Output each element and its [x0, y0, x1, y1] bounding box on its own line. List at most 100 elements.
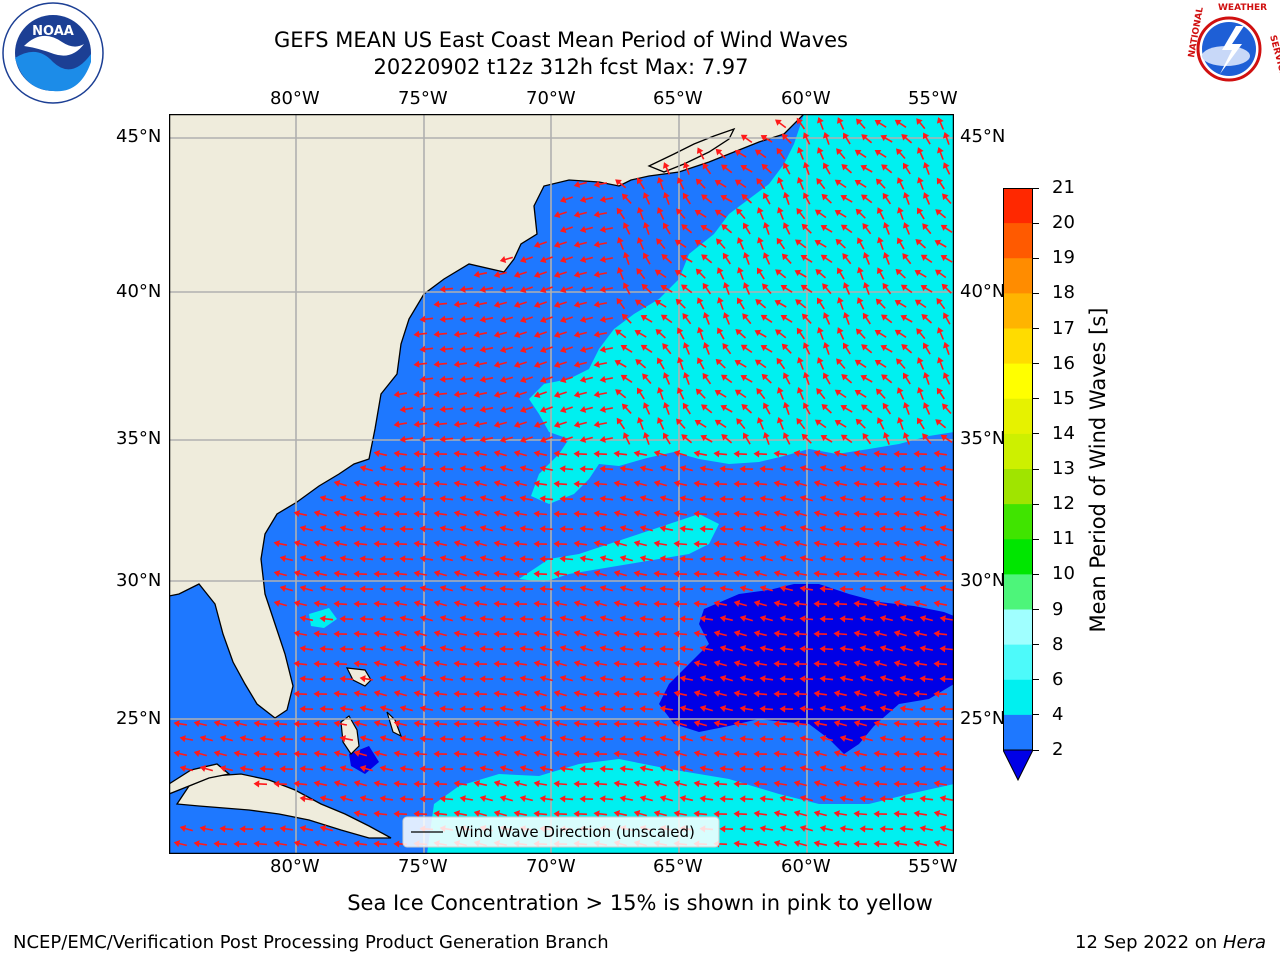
wind-wave-arrow: [860, 164, 873, 173]
wind-wave-arrow: [819, 645, 834, 653]
wind-wave-arrow: [533, 690, 548, 698]
wind-wave-arrow: [499, 555, 514, 563]
wind-wave-arrow: [919, 705, 934, 713]
wind-wave-arrow: [799, 615, 814, 623]
colorbar-tick-label: 9: [1052, 598, 1064, 620]
wind-wave-arrow: [833, 660, 848, 668]
wind-wave-arrow: [413, 480, 428, 488]
wind-wave-arrow: [702, 341, 710, 355]
wind-wave-arrow: [299, 554, 314, 562]
wind-wave-arrow: [433, 480, 448, 488]
wind-wave-arrow: [899, 705, 914, 713]
wind-wave-arrow: [722, 252, 731, 265]
wind-wave-arrow: [273, 540, 288, 548]
wind-wave-arrow: [793, 630, 808, 638]
wind-wave-arrow: [859, 735, 874, 743]
wind-wave-arrow: [694, 419, 707, 428]
wind-wave-arrow: [799, 645, 814, 653]
wind-wave-arrow: [453, 480, 468, 488]
wind-wave-arrow: [559, 735, 574, 743]
colorbar-swatches: [1002, 188, 1034, 782]
wind-wave-arrow: [593, 420, 608, 428]
wind-wave-arrow: [873, 450, 888, 458]
wind-wave-arrow: [759, 495, 774, 503]
wind-wave-arrow: [359, 525, 374, 533]
wind-wave-arrow: [734, 389, 747, 399]
wind-wave-arrow: [779, 765, 794, 773]
wind-wave-arrow: [642, 373, 652, 385]
wind-wave-arrow: [359, 465, 374, 473]
wind-wave-arrow: [439, 705, 454, 713]
map-canvas: Wind Wave Direction (unscaled): [168, 113, 955, 855]
wind-wave-arrow: [413, 690, 428, 698]
wind-wave-arrow: [539, 555, 554, 563]
colorbar-tick-label: 18: [1052, 282, 1075, 304]
wind-wave-arrow: [754, 329, 767, 338]
wind-wave-arrow: [633, 509, 648, 517]
colorbar-swatch: [1003, 188, 1033, 224]
wind-wave-arrow: [880, 134, 893, 143]
wind-wave-arrow: [479, 735, 494, 743]
wind-wave-arrow: [899, 765, 914, 773]
wind-wave-arrow: [679, 585, 694, 593]
wind-wave-arrow: [939, 525, 954, 533]
wind-wave-arrow: [862, 251, 871, 265]
lat-label-left-35n: 35°N: [116, 428, 162, 449]
wind-wave-arrow: [882, 282, 892, 295]
wind-wave-arrow: [835, 238, 846, 249]
wind-wave-arrow: [754, 359, 767, 369]
wind-wave-arrow: [639, 585, 654, 593]
wind-wave-arrow: [293, 750, 308, 758]
wind-wave-arrow: [593, 180, 608, 188]
wind-wave-arrow: [759, 584, 774, 592]
wind-wave-arrow: [519, 495, 534, 503]
wind-wave-arrow: [179, 825, 194, 833]
wind-wave-arrow: [533, 660, 548, 668]
colorbar-swatch: [1003, 644, 1033, 681]
wind-wave-arrow: [619, 795, 634, 803]
wind-wave-arrow: [742, 313, 752, 325]
wind-wave-arrow: [859, 645, 874, 653]
wind-wave-arrow: [619, 465, 634, 473]
wind-wave-arrow: [913, 540, 928, 548]
wind-wave-arrow: [359, 735, 374, 743]
wind-wave-arrow: [439, 525, 454, 533]
wind-wave-arrow: [943, 312, 951, 325]
wind-wave-arrow: [313, 570, 328, 578]
wind-wave-arrow: [756, 207, 765, 220]
wind-wave-arrow: [593, 270, 608, 278]
wind-wave-arrow: [799, 525, 814, 533]
wind-wave-arrow: [679, 705, 693, 712]
wind-wave-arrow: [714, 419, 727, 428]
land-masses: [169, 114, 805, 839]
wind-wave-arrow: [615, 389, 627, 399]
wind-wave-arrow: [833, 810, 848, 818]
wind-wave-arrow: [733, 540, 748, 548]
lat-label-left-45n: 45°N: [116, 126, 162, 147]
wind-wave-arrow: [739, 614, 754, 622]
wind-wave-arrow: [793, 480, 808, 488]
wind-wave-arrow: [779, 585, 793, 593]
wind-wave-arrow: [493, 600, 508, 608]
wind-wave-arrow: [822, 162, 831, 175]
colorbar-swatch: [1003, 679, 1033, 716]
wind-wave-arrow: [799, 705, 814, 713]
wind-wave-arrow: [699, 495, 714, 503]
lat-label-right-45n: 45°N: [960, 126, 1006, 147]
wind-wave-arrow: [519, 615, 534, 623]
wind-wave-arrow: [479, 795, 494, 803]
wind-wave-arrow: [734, 149, 747, 158]
wind-wave-arrow: [333, 600, 348, 608]
wind-wave-arrow: [856, 297, 865, 310]
wind-wave-arrow: [293, 540, 308, 548]
wind-wave-arrow: [499, 675, 514, 683]
wind-wave-arrow: [873, 659, 888, 667]
wind-wave-arrow: [733, 660, 748, 668]
wind-wave-arrow: [499, 735, 514, 743]
wind-wave-arrow: [459, 735, 474, 743]
wind-wave-arrow: [559, 795, 574, 803]
wind-wave-arrow: [713, 720, 728, 728]
lon-label-bottom-65w: 65°W: [653, 856, 703, 877]
wind-wave-arrow: [299, 675, 314, 683]
wind-wave-arrow: [719, 705, 733, 713]
